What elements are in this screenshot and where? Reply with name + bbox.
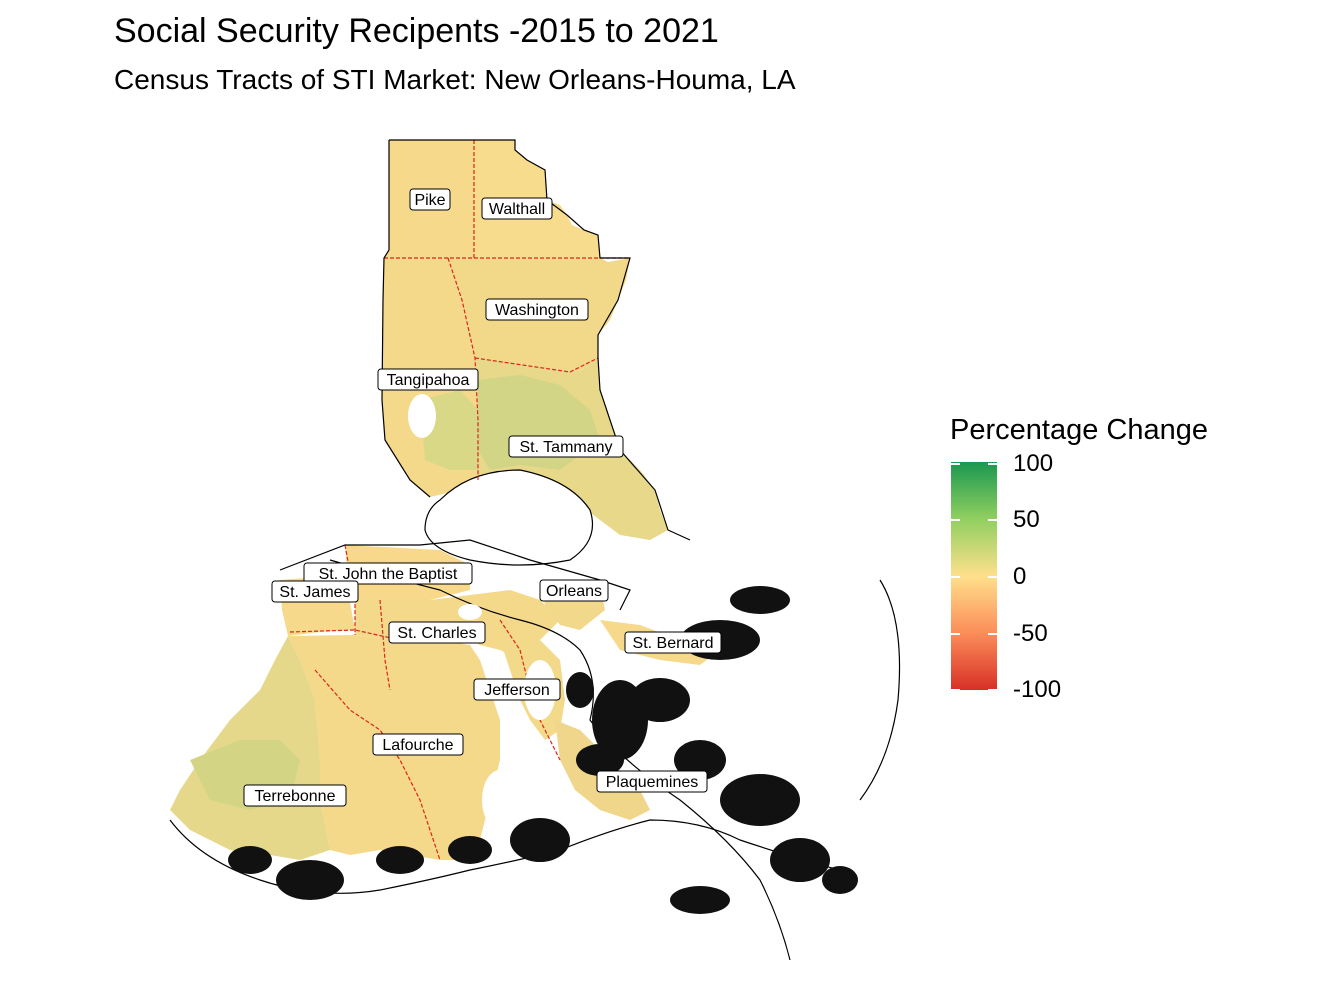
- legend-tick-label: -50: [1013, 620, 1048, 647]
- label-washington: Washington: [485, 298, 589, 321]
- label-st-john-the-baptist: St. John the Baptist: [303, 562, 473, 585]
- legend-tickmark: [951, 463, 960, 465]
- legend-tick-label: 100: [1013, 450, 1054, 477]
- label-orleans: Orleans: [539, 579, 609, 602]
- label-plaquemines: Plaquemines: [596, 770, 708, 793]
- svg-text:St. John the Baptist: St. John the Baptist: [319, 566, 458, 583]
- lake-pontchartrain: [424, 469, 594, 566]
- legend-tickmark: [951, 689, 960, 691]
- legend-tick-label: 0: [1013, 563, 1027, 590]
- label-st-james: St. James: [271, 580, 359, 603]
- svg-text:Jefferson: Jefferson: [484, 682, 550, 699]
- label-st-tammany: St. Tammany: [508, 435, 624, 458]
- marshland: [228, 586, 858, 914]
- legend-tickmark: [988, 576, 997, 578]
- label-st-charles: St. Charles: [388, 621, 486, 644]
- svg-text:St. Tammany: St. Tammany: [519, 439, 612, 456]
- map-subtitle: Census Tracts of STI Market: New Orleans…: [114, 64, 796, 95]
- legend-title: Percentage Change: [950, 414, 1208, 446]
- label-st-bernard: St. Bernard: [624, 631, 722, 654]
- label-jefferson: Jefferson: [473, 678, 561, 701]
- svg-text:Washington: Washington: [495, 302, 579, 319]
- legend-tick-label: -100: [1013, 676, 1062, 703]
- label-tangipahoa: Tangipahoa: [377, 368, 479, 391]
- legend-tick-label: 50: [1013, 506, 1040, 533]
- legend-tickmark: [988, 463, 997, 465]
- svg-text:Lafourche: Lafourche: [382, 737, 453, 754]
- label-terrebonne: Terrebonne: [243, 784, 347, 807]
- legend-tickmark: [951, 633, 960, 635]
- legend-tickmark: [988, 633, 997, 635]
- svg-text:St. Charles: St. Charles: [397, 625, 476, 642]
- legend-tickmark: [951, 519, 960, 521]
- svg-text:Pike: Pike: [414, 192, 445, 209]
- legend-tickmark: [951, 576, 960, 578]
- svg-text:Orleans: Orleans: [546, 583, 602, 600]
- label-lafourche: Lafourche: [372, 733, 464, 756]
- svg-text:Plaquemines: Plaquemines: [606, 774, 699, 791]
- parish-labels: Pike Walthall Washington Tangipahoa St. …: [243, 188, 722, 807]
- label-pike: Pike: [409, 188, 451, 211]
- svg-text:St. Bernard: St. Bernard: [633, 635, 714, 652]
- map-title: Social Security Recipents -2015 to 2021: [114, 12, 719, 50]
- legend-tickmark: [988, 689, 997, 691]
- svg-text:Walthall: Walthall: [489, 201, 545, 218]
- svg-text:Terrebonne: Terrebonne: [255, 788, 336, 805]
- legend-tickmark: [988, 519, 997, 521]
- svg-text:Tangipahoa: Tangipahoa: [387, 372, 470, 389]
- label-walthall: Walthall: [481, 197, 553, 220]
- svg-text:St. James: St. James: [279, 584, 350, 601]
